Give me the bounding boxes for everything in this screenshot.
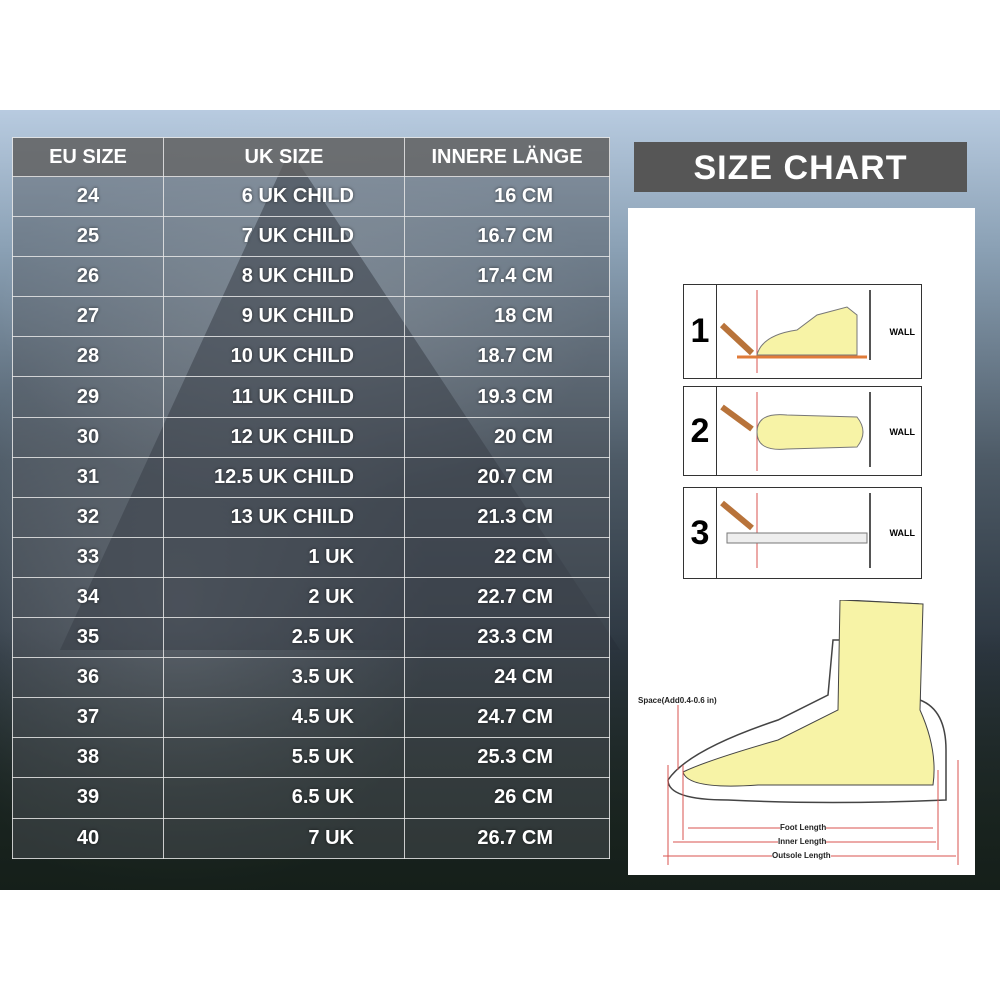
table-row: 32 13 UK CHILD 21.3 CM <box>12 496 610 538</box>
inner-length-cell: 16 CM <box>404 175 610 218</box>
table-row: 35 2.5 UK 23.3 CM <box>12 617 610 659</box>
inner-length-cell: 17.4 CM <box>404 256 610 298</box>
table-row: 27 9 UK CHILD 18 CM <box>12 296 610 338</box>
eu-size-cell: 28 <box>12 336 164 378</box>
inner-length-cell: 26 CM <box>404 777 610 819</box>
uk-size-cell: 12.5 UK CHILD <box>163 456 405 498</box>
uk-size-cell: 1 UK <box>163 536 405 578</box>
outsole-length-label: Outsole Length <box>772 851 831 860</box>
table-row: 34 2 UK 22.7 CM <box>12 576 610 619</box>
wall-label: WALL <box>889 528 916 538</box>
eu-size-cell: 39 <box>12 777 164 819</box>
inner-length-cell: 26.7 CM <box>404 817 610 859</box>
uk-size-cell: 8 UK CHILD <box>163 256 405 298</box>
table-row: 30 12 UK CHILD 20 CM <box>12 416 610 458</box>
inner-length-cell: 19.3 CM <box>404 376 610 418</box>
eu-size-cell: 32 <box>12 496 164 538</box>
inner-length-cell: 24.7 CM <box>404 697 610 739</box>
foot-on-ruler-illustration <box>719 290 871 373</box>
uk-size-cell: 7 UK CHILD <box>163 216 405 258</box>
table-row: 36 3.5 UK 24 CM <box>12 657 610 699</box>
foot-top-view-illustration <box>720 392 871 471</box>
eu-size-cell: 36 <box>12 657 164 699</box>
step-number: 2 <box>684 387 717 475</box>
eu-size-cell: 38 <box>12 737 164 779</box>
uk-size-cell: 2 UK <box>163 576 405 619</box>
uk-size-cell: 9 UK CHILD <box>163 296 405 338</box>
table-row: 37 4.5 UK 24.7 CM <box>12 697 610 739</box>
column-header: EU SIZE <box>12 137 164 177</box>
table-row: 38 5.5 UK 25.3 CM <box>12 737 610 779</box>
uk-size-cell: 2.5 UK <box>163 617 405 659</box>
inner-length-cell: 24 CM <box>404 657 610 699</box>
uk-size-cell: 7 UK <box>163 817 405 859</box>
eu-size-cell: 37 <box>12 697 164 739</box>
eu-size-cell: 40 <box>12 817 164 859</box>
ruler-measure-illustration <box>720 493 871 568</box>
eu-size-cell: 33 <box>12 536 164 578</box>
table-row: 31 12.5 UK CHILD 20.7 CM <box>12 456 610 498</box>
uk-size-cell: 6.5 UK <box>163 777 405 819</box>
step-2: 2 WALL <box>683 386 922 476</box>
measure-instructions-panel: 1 WALL 2 WALL 3 WALL <box>628 208 975 875</box>
uk-size-cell: 10 UK CHILD <box>163 336 405 378</box>
table-row: 25 7 UK CHILD 16.7 CM <box>12 216 610 258</box>
inner-length-cell: 16.7 CM <box>404 216 610 258</box>
uk-size-cell: 4.5 UK <box>163 697 405 739</box>
inner-length-cell: 18 CM <box>404 296 610 338</box>
step-number: 3 <box>684 488 717 578</box>
inner-length-cell: 23.3 CM <box>404 617 610 659</box>
eu-size-cell: 26 <box>12 256 164 298</box>
column-header: INNERE LÄNGE <box>404 137 610 177</box>
uk-size-cell: 13 UK CHILD <box>163 496 405 538</box>
size-table: EU SIZE UK SIZE INNERE LÄNGE 24 6 UK CHILD 1… <box>12 137 610 859</box>
step-1: 1 WALL <box>683 284 922 379</box>
table-row: 26 8 UK CHILD 17.4 CM <box>12 256 610 298</box>
inner-length-cell: 20.7 CM <box>404 456 610 498</box>
eu-size-cell: 25 <box>12 216 164 258</box>
table-row: 39 6.5 UK 26 CM <box>12 777 610 819</box>
size-chart-title: SIZE CHART <box>634 142 967 192</box>
inner-length-cell: 22 CM <box>404 536 610 578</box>
column-header: UK SIZE <box>163 137 405 177</box>
eu-size-cell: 30 <box>12 416 164 458</box>
uk-size-cell: 5.5 UK <box>163 737 405 779</box>
table-row: 33 1 UK 22 CM <box>12 536 610 578</box>
space-label: Space(Add0.4-0.6 in) <box>638 696 717 705</box>
inner-length-cell: 21.3 CM <box>404 496 610 538</box>
wall-label: WALL <box>889 427 916 437</box>
eu-size-cell: 27 <box>12 296 164 338</box>
wall-label: WALL <box>889 327 916 337</box>
foot-length-label: Foot Length <box>780 823 827 832</box>
inner-length-cell: 22.7 CM <box>404 576 610 619</box>
step-number: 1 <box>684 285 717 378</box>
uk-size-cell: 12 UK CHILD <box>163 416 405 458</box>
eu-size-cell: 24 <box>12 175 164 218</box>
uk-size-cell: 6 UK CHILD <box>163 175 405 218</box>
inner-length-cell: 25.3 CM <box>404 737 610 779</box>
eu-size-cell: 35 <box>12 617 164 659</box>
table-row: 29 11 UK CHILD 19.3 CM <box>12 376 610 418</box>
uk-size-cell: 11 UK CHILD <box>163 376 405 418</box>
table-row: 28 10 UK CHILD 18.7 CM <box>12 336 610 378</box>
uk-size-cell: 3.5 UK <box>163 657 405 699</box>
inner-length-cell: 18.7 CM <box>404 336 610 378</box>
eu-size-cell: 29 <box>12 376 164 418</box>
eu-size-cell: 31 <box>12 456 164 498</box>
step-3: 3 WALL <box>683 487 922 579</box>
table-row: 40 7 UK 26.7 CM <box>12 817 610 859</box>
table-row: 24 6 UK CHILD 16 CM <box>12 175 610 218</box>
inner-length-label: Inner Length <box>778 837 827 846</box>
eu-size-cell: 34 <box>12 576 164 619</box>
inner-length-cell: 20 CM <box>404 416 610 458</box>
